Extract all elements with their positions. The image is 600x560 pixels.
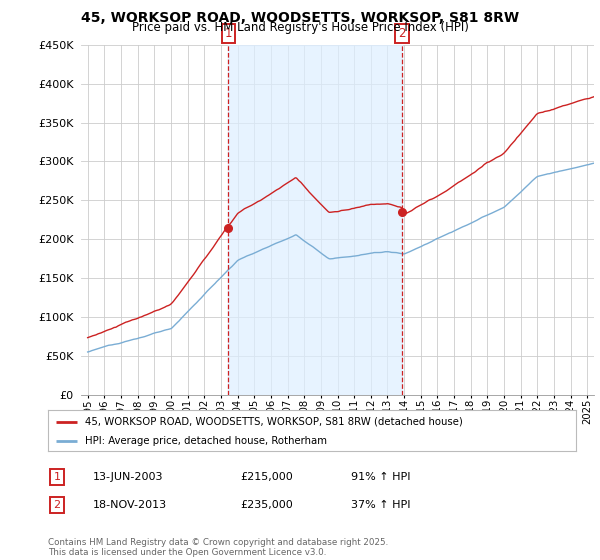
Text: £235,000: £235,000 (240, 500, 293, 510)
Bar (229, 45, 402, 395)
Text: 1: 1 (53, 472, 61, 482)
Text: Contains HM Land Registry data © Crown copyright and database right 2025.
This d: Contains HM Land Registry data © Crown c… (48, 538, 388, 557)
Text: £215,000: £215,000 (240, 472, 293, 482)
Text: 37% ↑ HPI: 37% ↑ HPI (351, 500, 410, 510)
Text: 13-JUN-2003: 13-JUN-2003 (93, 472, 163, 482)
Text: 45, WORKSOP ROAD, WOODSETTS, WORKSOP, S81 8RW: 45, WORKSOP ROAD, WOODSETTS, WORKSOP, S8… (81, 11, 519, 25)
Text: 2: 2 (53, 500, 61, 510)
Text: 91% ↑ HPI: 91% ↑ HPI (351, 472, 410, 482)
Text: 2: 2 (398, 26, 406, 40)
Text: 1: 1 (224, 26, 232, 40)
Text: Price paid vs. HM Land Registry's House Price Index (HPI): Price paid vs. HM Land Registry's House … (131, 21, 469, 34)
Text: HPI: Average price, detached house, Rotherham: HPI: Average price, detached house, Roth… (85, 436, 327, 446)
Text: 45, WORKSOP ROAD, WOODSETTS, WORKSOP, S81 8RW (detached house): 45, WORKSOP ROAD, WOODSETTS, WORKSOP, S8… (85, 417, 463, 427)
Text: 18-NOV-2013: 18-NOV-2013 (93, 500, 167, 510)
